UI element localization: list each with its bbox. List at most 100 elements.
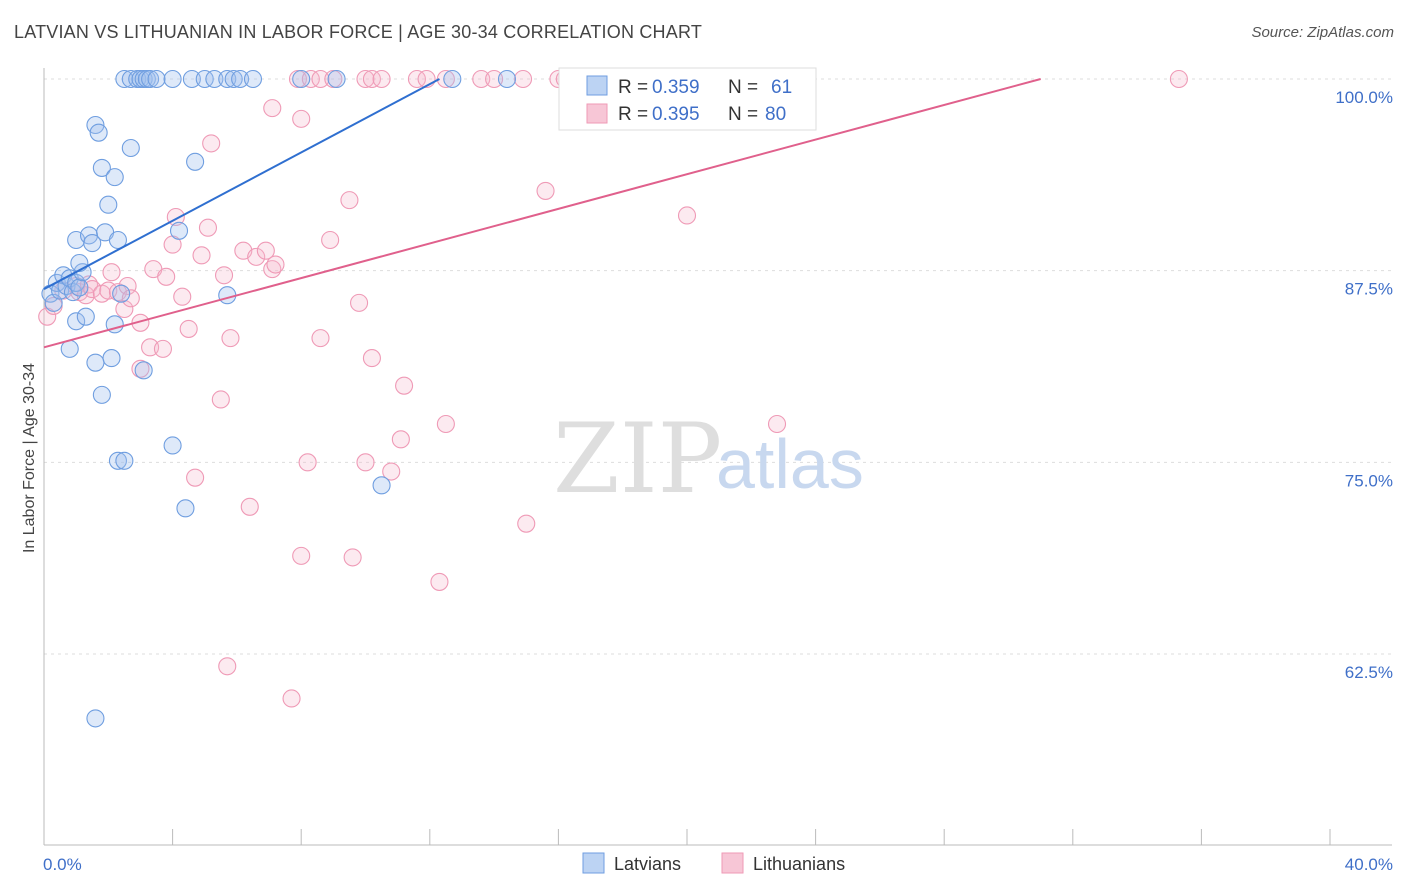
latvian-point-18	[105, 168, 124, 187]
watermark-atlas: atlas	[716, 425, 864, 503]
lithuanian-point-56	[343, 548, 362, 567]
lithuanian-points	[38, 69, 1188, 708]
lithuanian-point-44	[436, 414, 455, 434]
lithuanian-point-36	[292, 109, 311, 128]
latvian-point-54	[231, 69, 250, 89]
latvian-point-49	[182, 69, 201, 89]
lithuanian-point-14	[121, 289, 140, 308]
latvian-point-52	[218, 69, 237, 89]
bottom-legend: Latvians Lithuanians	[582, 852, 845, 874]
legend-box: R = 0.359 N = 61 R = 0.395 N = 80	[558, 67, 817, 131]
latvian-point-53	[224, 69, 243, 89]
latvian-point-35	[176, 499, 195, 518]
lithuanian-point-62	[311, 69, 330, 89]
lithuanian-point-24	[179, 319, 198, 338]
latvian-point-56	[292, 69, 311, 89]
lithuanian-point-51	[298, 453, 317, 472]
lithuanian-point-54	[517, 514, 536, 533]
lithuanian-point-65	[362, 69, 381, 89]
lithuanian-point-58	[218, 657, 237, 676]
y-axis-label: In Labor Force | Age 30-34	[21, 363, 38, 553]
lithuanian-point-31	[247, 247, 266, 266]
latvian-point-26	[112, 284, 131, 303]
lithuanian-point-41	[362, 349, 381, 368]
latvian-point-55	[243, 69, 263, 89]
lithuanian-point-17	[153, 339, 173, 358]
lithuanian-point-10	[102, 263, 121, 282]
bottom-legend-swatch-lithuanians	[721, 852, 744, 874]
latvian-point-34	[163, 436, 182, 455]
lithuanian-point-59	[282, 689, 301, 708]
lithuanian-point-40	[350, 293, 369, 312]
legend-swatch-latvians	[586, 75, 608, 96]
latvian-point-39	[86, 709, 105, 728]
lithuanian-point-32	[256, 241, 275, 260]
latvian-point-9	[70, 278, 89, 297]
latvian-point-60	[372, 476, 391, 495]
lithuanian-point-39	[321, 230, 340, 250]
y-tick-label-2: 75.0%	[1345, 471, 1393, 490]
lithuanian-point-79	[1169, 69, 1188, 89]
lithuanian-point-18	[131, 359, 150, 378]
lithuanian-point-70	[472, 69, 491, 89]
lithuanian-point-49	[186, 468, 205, 487]
axes	[43, 68, 1392, 846]
legend-r-label-lithuanians: R =	[618, 104, 648, 125]
lithuanian-point-12	[115, 299, 134, 319]
latvian-point-28	[102, 349, 121, 368]
lithuanian-point-28	[214, 266, 234, 285]
latvian-point-46	[141, 69, 160, 89]
latvian-point-40	[115, 69, 134, 89]
x-tick-label-max: 40.0%	[1345, 855, 1393, 874]
lithuanian-point-46	[677, 206, 697, 225]
lithuanian-point-35	[263, 99, 282, 118]
lithuanian-point-64	[356, 69, 375, 89]
lithuanian-point-57	[430, 572, 449, 591]
latvian-point-17	[92, 158, 111, 177]
y-tick-label-1: 87.5%	[1345, 280, 1393, 299]
lithuanian-point-38	[340, 191, 359, 210]
x-ticks	[43, 829, 1331, 845]
source-label: Source: ZipAtlas.com	[1251, 24, 1394, 41]
latvian-point-36	[169, 221, 189, 240]
lithuanian-point-66	[372, 69, 391, 89]
lithuanian-point-53	[382, 462, 401, 481]
latvian-point-48	[163, 69, 182, 89]
legend-n-value-latvians: 61	[771, 77, 792, 98]
latvian-point-25	[108, 230, 127, 250]
latvian-point-37	[186, 152, 205, 171]
lithuanian-point-26	[198, 218, 218, 237]
legend-n-value-lithuanians: 80	[765, 104, 786, 125]
latvian-point-16	[89, 123, 108, 142]
latvian-trend-line	[43, 78, 440, 290]
lithuanian-point-23	[173, 287, 192, 306]
latvian-point-50	[195, 69, 214, 89]
latvian-point-33	[115, 451, 134, 470]
latvian-points	[41, 69, 517, 728]
legend-n-label-lithuanians: N =	[728, 104, 758, 125]
latvian-point-32	[108, 451, 127, 470]
legend-r-value-latvians: 0.359	[652, 77, 700, 98]
trend-lines	[43, 78, 1041, 349]
latvian-point-20	[99, 195, 118, 214]
lithuanian-point-42	[395, 376, 414, 395]
legend-r-label-latvians: R =	[618, 77, 648, 98]
latvian-point-58	[443, 69, 462, 89]
latvian-point-12	[70, 253, 89, 273]
lithuanian-point-67	[407, 69, 426, 89]
lithuanian-point-72	[513, 69, 533, 89]
latvian-point-19	[121, 138, 140, 158]
latvian-point-41	[121, 69, 140, 89]
chart-title: LATVIAN VS LITHUANIAN IN LABOR FORCE | A…	[14, 22, 703, 42]
y-tick-labels: 100.0% 87.5% 75.0% 62.5%	[1335, 88, 1393, 682]
lithuanian-point-34	[266, 255, 285, 274]
lithuanian-point-25	[192, 246, 211, 265]
lithuanian-point-48	[211, 390, 230, 409]
latvian-point-29	[86, 353, 105, 372]
latvian-point-57	[327, 69, 346, 89]
latvian-point-23	[83, 234, 102, 253]
lithuanian-point-47	[767, 414, 787, 434]
latvian-point-31	[134, 361, 153, 380]
latvian-point-59	[497, 69, 517, 89]
